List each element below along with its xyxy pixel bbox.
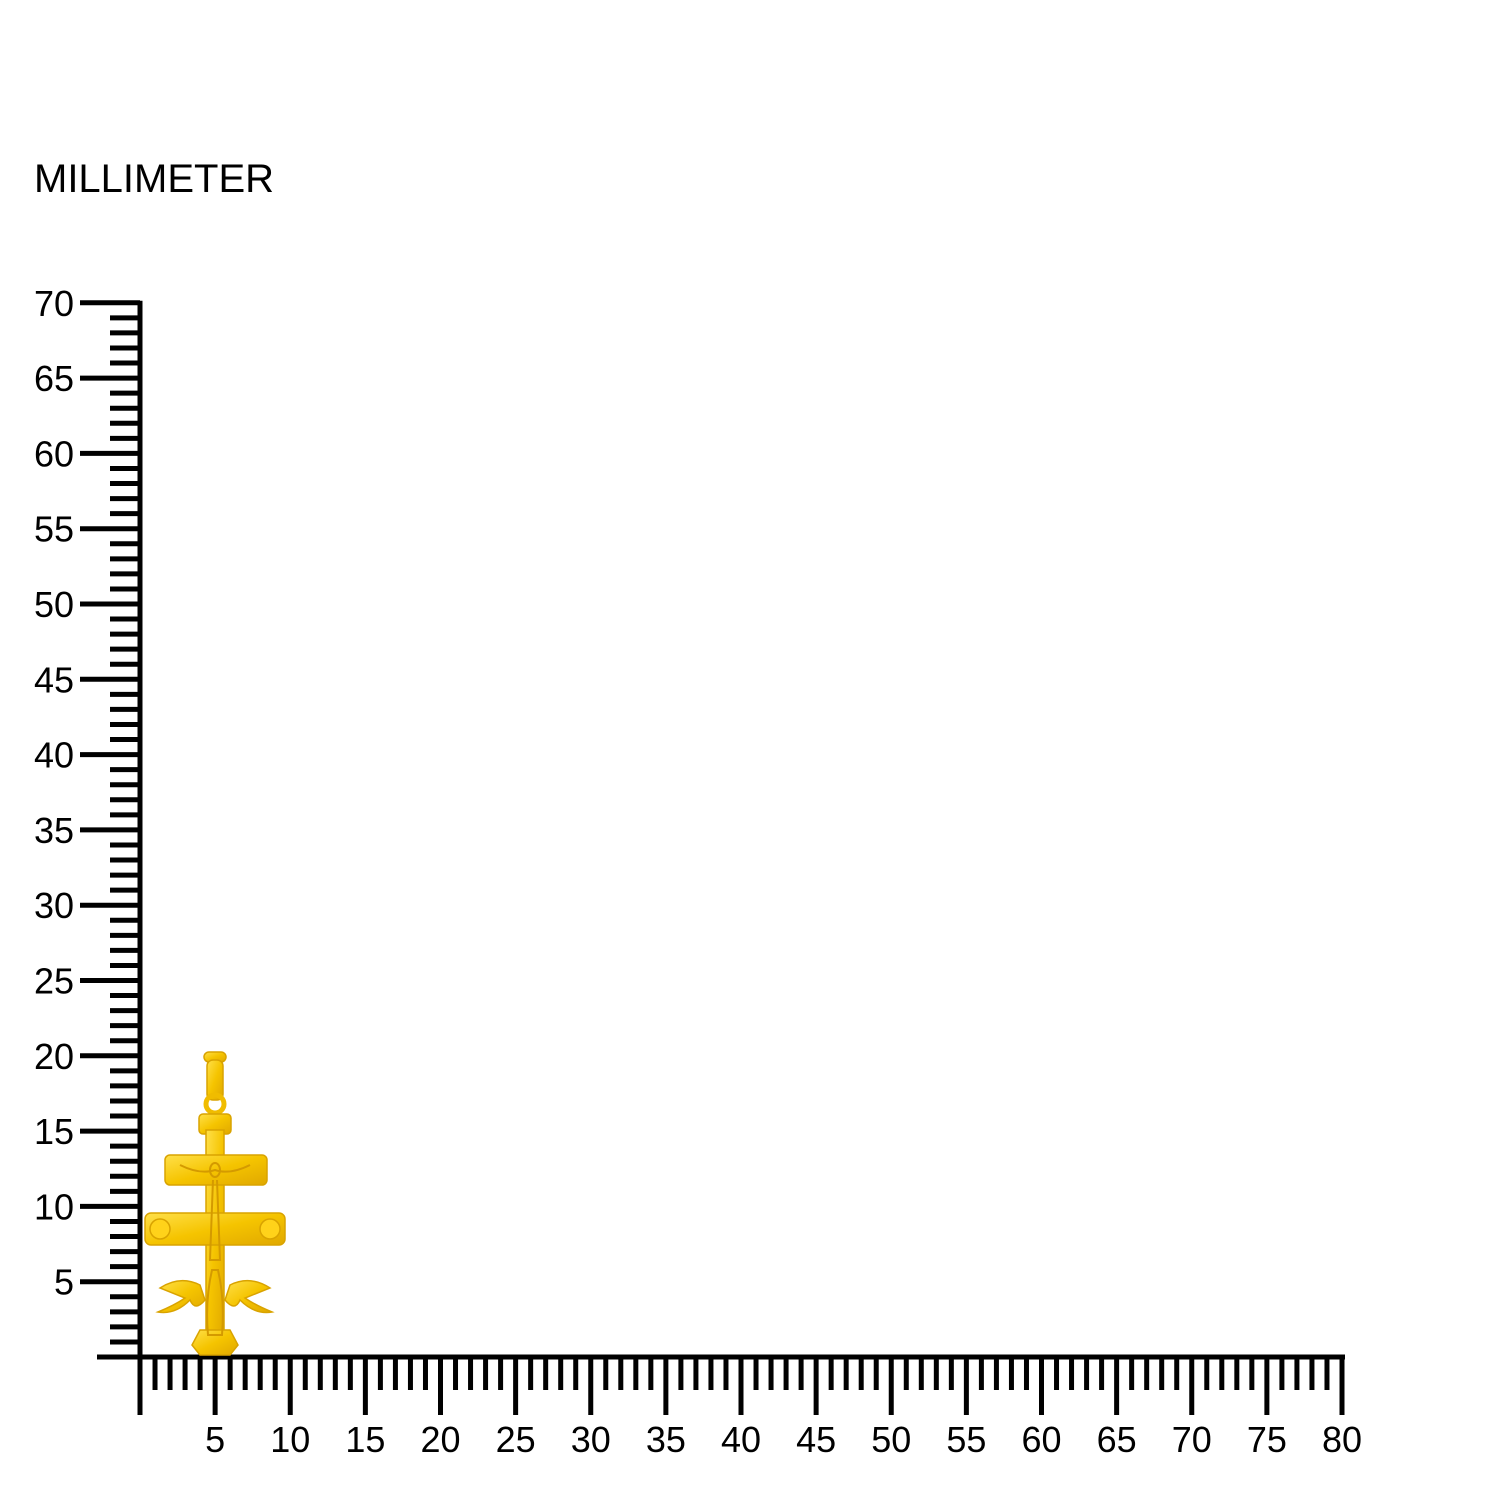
x-tick-label: 50 bbox=[871, 1419, 911, 1460]
x-tick-label: 20 bbox=[420, 1419, 460, 1460]
y-tick-label: 15 bbox=[34, 1111, 74, 1152]
x-tick-label: 65 bbox=[1097, 1419, 1137, 1460]
x-tick-label: 55 bbox=[946, 1419, 986, 1460]
x-tick-label: 10 bbox=[270, 1419, 310, 1460]
x-tick-label: 5 bbox=[205, 1419, 225, 1460]
x-tick-label: 15 bbox=[345, 1419, 385, 1460]
x-tick-label: 25 bbox=[496, 1419, 536, 1460]
cross-pendant-image bbox=[144, 1051, 286, 1356]
x-tick-label: 75 bbox=[1247, 1419, 1287, 1460]
x-tick-label: 70 bbox=[1172, 1419, 1212, 1460]
y-tick-label: 35 bbox=[34, 810, 74, 851]
y-tick-label: 70 bbox=[34, 283, 74, 324]
y-tick-label: 50 bbox=[34, 584, 74, 625]
x-tick-label: 60 bbox=[1021, 1419, 1061, 1460]
y-tick-label: 60 bbox=[34, 433, 74, 474]
y-tick-label: 40 bbox=[34, 735, 74, 776]
y-tick-label: 45 bbox=[34, 659, 74, 700]
y-tick-label: 5 bbox=[54, 1262, 74, 1303]
y-tick-label: 20 bbox=[34, 1036, 74, 1077]
x-tick-label: 80 bbox=[1322, 1419, 1362, 1460]
y-tick-label: 10 bbox=[34, 1186, 74, 1227]
y-tick-label: 65 bbox=[34, 358, 74, 399]
x-tick-label: 45 bbox=[796, 1419, 836, 1460]
x-tick-label: 40 bbox=[721, 1419, 761, 1460]
y-tick-label: 55 bbox=[34, 509, 74, 550]
unit-label: MILLIMETER bbox=[34, 157, 275, 201]
x-tick-label: 35 bbox=[646, 1419, 686, 1460]
x-tick-label: 30 bbox=[571, 1419, 611, 1460]
y-tick-label: 30 bbox=[34, 885, 74, 926]
y-tick-label: 25 bbox=[34, 961, 74, 1002]
